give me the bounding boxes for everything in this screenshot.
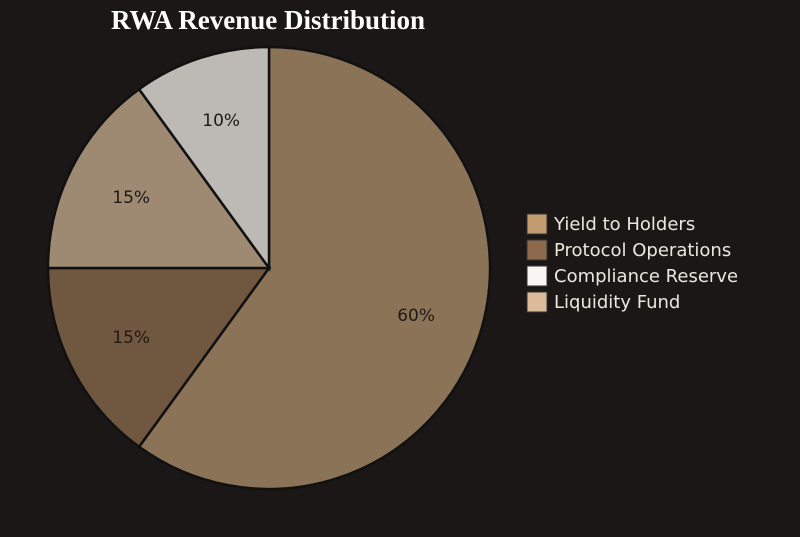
legend-label: Liquidity Fund — [554, 292, 680, 313]
legend-label: Yield to Holders — [553, 214, 695, 235]
pie-slice — [137, 45, 271, 272]
chart-title: RWA Revenue Distribution — [111, 5, 425, 35]
pie-slice — [137, 45, 492, 491]
legend-swatch — [526, 239, 548, 261]
slice-label: 60% — [397, 306, 435, 326]
slice-label: 15% — [112, 188, 150, 208]
legend-label: Compliance Reserve — [554, 266, 738, 287]
slice-label: 15% — [112, 328, 150, 348]
legend-label: Protocol Operations — [554, 240, 731, 261]
legend-swatch — [526, 213, 548, 235]
legend-swatch — [526, 291, 548, 313]
slice-label: 10% — [202, 111, 240, 131]
legend-swatch — [526, 265, 548, 287]
pie-slice — [46, 87, 272, 270]
pie-slice — [46, 266, 272, 449]
